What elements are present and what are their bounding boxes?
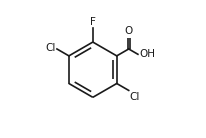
- Text: F: F: [90, 17, 96, 27]
- Text: Cl: Cl: [129, 92, 140, 102]
- Text: OH: OH: [139, 49, 155, 59]
- Text: O: O: [125, 26, 133, 36]
- Text: Cl: Cl: [45, 43, 56, 53]
